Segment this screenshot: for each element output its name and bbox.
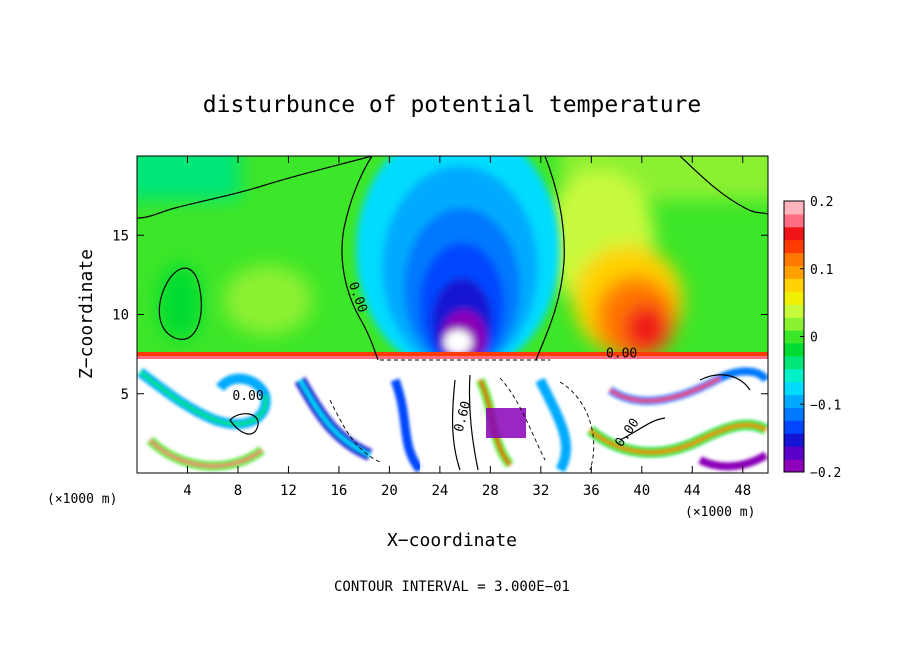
colorbar-level xyxy=(784,252,804,267)
colorbar-ticks: 0.2 0.1 0 −0.1 −0.2 xyxy=(800,195,841,481)
x-tick-label: 24 xyxy=(431,483,448,499)
colorbar-tick-label: 0.2 xyxy=(810,195,833,210)
colorbar-level xyxy=(784,355,804,370)
colorbar xyxy=(784,201,804,473)
x-tick-label: 28 xyxy=(482,483,499,499)
colorbar-level xyxy=(784,226,804,241)
colorbar-level xyxy=(784,381,804,396)
chart-title: disturbunce of potential temperature xyxy=(203,92,702,118)
contour-label: 0.00 xyxy=(606,346,637,361)
y-tick-label: 5 xyxy=(121,387,129,403)
x-tick-label: 4 xyxy=(183,483,191,499)
colorbar-level xyxy=(784,330,804,344)
colorbar-level xyxy=(784,407,804,421)
colorbar-tick-label: −0.2 xyxy=(810,466,841,481)
x-axis-label: X−coordinate xyxy=(387,530,517,551)
x-tick-label: 20 xyxy=(381,483,398,499)
x-axis-ticks: 4 8 12 16 20 24 28 32 36 40 44 48 xyxy=(183,156,751,499)
x-tick-label: 36 xyxy=(583,483,600,499)
x-tick-label: 48 xyxy=(734,483,751,499)
colorbar-level xyxy=(784,433,804,447)
colorbar-level xyxy=(784,446,804,460)
colorbar-level xyxy=(784,420,804,434)
x-tick-label: 16 xyxy=(330,483,347,499)
colorbar-level xyxy=(784,239,804,254)
contour-label: 0.00 xyxy=(232,389,263,404)
colorbar-level xyxy=(784,317,804,331)
y-axis-label: Z−coordinate xyxy=(76,249,97,379)
colorbar-level xyxy=(784,368,804,383)
x-tick-label: 12 xyxy=(280,483,297,499)
x-tick-label: 8 xyxy=(234,483,242,499)
colorbar-level xyxy=(784,265,804,279)
colorbar-level xyxy=(784,304,804,318)
colorbar-level xyxy=(784,342,804,357)
colorbar-level xyxy=(784,394,804,408)
y-axis-ticks: 5 10 15 xyxy=(112,228,768,403)
x-unit-right: (×1000 m) xyxy=(685,505,755,520)
colorbar-tick-label: 0.1 xyxy=(810,263,833,278)
colorbar-level xyxy=(784,201,804,215)
x-tick-label: 44 xyxy=(684,483,701,499)
colorbar-tick-label: −0.1 xyxy=(810,398,841,413)
colorbar-level xyxy=(784,278,804,292)
plot-field xyxy=(137,156,768,473)
colorbar-level xyxy=(784,291,804,305)
colorbar-level xyxy=(784,459,804,473)
contour-interval: CONTOUR INTERVAL = 3.000E−01 xyxy=(334,579,570,595)
colorbar-level xyxy=(784,213,804,228)
y-tick-label: 10 xyxy=(112,308,129,324)
x-tick-label: 40 xyxy=(633,483,650,499)
colorbar-tick-label: 0 xyxy=(810,331,818,346)
x-unit-left: (×1000 m) xyxy=(47,492,117,507)
x-tick-label: 32 xyxy=(532,483,549,499)
y-tick-label: 15 xyxy=(112,228,129,244)
